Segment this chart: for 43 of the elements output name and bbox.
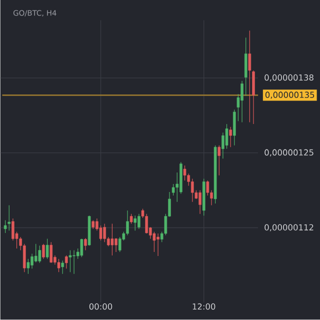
- candlestick: [126, 210, 129, 236]
- candlestick: [183, 165, 186, 181]
- candlestick: [61, 260, 64, 274]
- candlestick: [248, 30, 252, 123]
- candlestick: [156, 233, 160, 256]
- candlestick: [30, 254, 34, 270]
- candlestick: [222, 132, 224, 160]
- candlestick: [12, 218, 14, 241]
- candlestick: [130, 214, 133, 224]
- candlestick: [244, 37, 248, 96]
- candlestick: [145, 214, 148, 234]
- x-tick-label: 12:00: [192, 304, 216, 310]
- candlestick: [218, 145, 221, 176]
- candlestick: [72, 250, 76, 274]
- candlestick: [57, 258, 60, 273]
- candlestick: [114, 238, 118, 252]
- y-tick-label: 0,00000125: [264, 149, 314, 157]
- candlestick: [8, 205, 11, 232]
- candlestick: [191, 178, 194, 202]
- candlestick: [103, 224, 106, 243]
- candlestick: [134, 216, 137, 232]
- candlestick: [4, 220, 7, 234]
- candlestick: [50, 242, 53, 264]
- candlestick: [233, 110, 236, 146]
- candlestick: [42, 244, 45, 260]
- candlestick: [46, 238, 49, 260]
- candlestick: [198, 190, 202, 214]
- candlestick: [84, 238, 87, 251]
- candlestick: [152, 232, 156, 252]
- candlestick: [240, 80, 244, 123]
- candlestick: [34, 244, 38, 263]
- y-tick-label: 0,00000138: [264, 74, 314, 82]
- x-tick-label: 00:00: [89, 304, 112, 310]
- ref-line-label: 0,00000135: [265, 92, 314, 99]
- candlestick: [118, 236, 122, 252]
- y-tick-label: 0,00000112: [264, 224, 314, 232]
- candlestick: [229, 126, 232, 148]
- candlestick: [38, 246, 42, 264]
- candlestick: [80, 238, 84, 258]
- candlestick: [68, 250, 72, 273]
- candlestick: [64, 255, 68, 270]
- candlestick: [138, 214, 140, 230]
- candlestick: [110, 224, 114, 256]
